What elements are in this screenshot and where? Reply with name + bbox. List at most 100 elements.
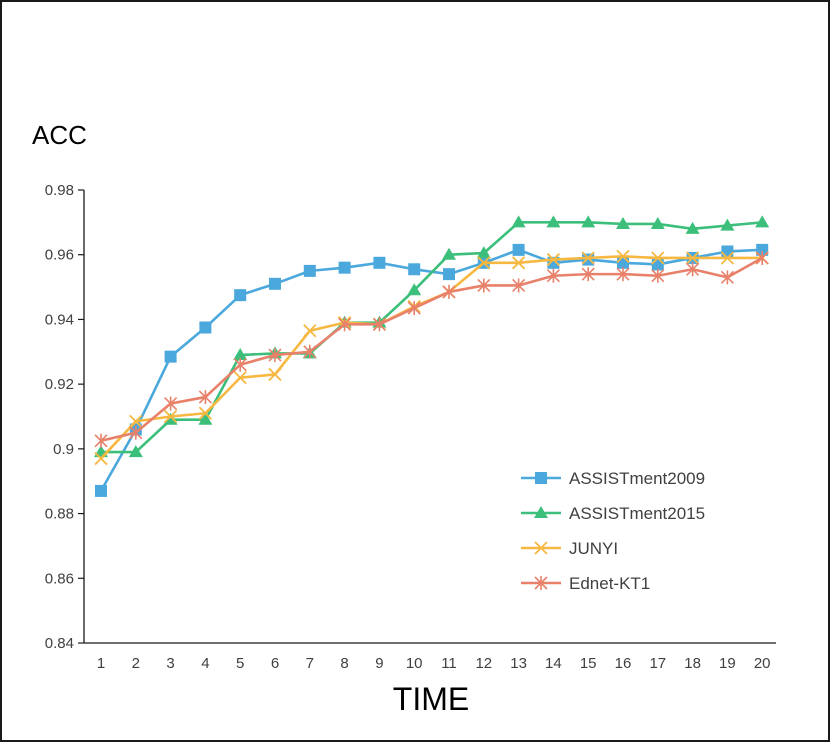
y-tick-label: 0.92 — [45, 376, 74, 393]
data-point-assistment2015 — [581, 215, 596, 228]
data-point-assistment2009 — [269, 277, 281, 290]
data-point-junyi — [581, 251, 595, 265]
data-point-assistment2015 — [128, 445, 143, 458]
data-point-assistment2015 — [476, 246, 491, 259]
data-point-junyi — [616, 249, 630, 263]
data-point-junyi — [94, 451, 108, 466]
legend: ASSISTment2009 ASSISTment2015 JUNYI Ednet-K… — [521, 469, 705, 593]
data-point-ednet-kt1 — [686, 262, 700, 277]
data-point-ednet-kt1 — [720, 270, 734, 285]
data-point-ednet-kt1 — [372, 317, 386, 332]
data-point-assistment2009 — [164, 350, 177, 363]
data-point-assistment2009 — [199, 321, 212, 334]
data-point-assistment2009 — [234, 289, 247, 302]
data-point-assistment2009 — [651, 258, 664, 271]
y-tick-label: 0.98 — [45, 182, 74, 199]
y-tick-label: 0.96 — [45, 247, 74, 264]
axes: 0.840.860.880.90.920.940.960.981 2 3 4 5 6 7 8 9… — [45, 182, 776, 672]
data-point-assistment2015 — [233, 348, 248, 361]
series-line-assistment2009 — [99, 248, 763, 492]
data-point-ednet-kt1 — [268, 348, 282, 363]
legend-marker — [534, 541, 548, 555]
y-tick-label: 0.94 — [45, 311, 74, 328]
series-layer — [94, 215, 770, 497]
legend-label: ASSISTment2015 — [569, 504, 705, 523]
x-tick-label: 16 — [615, 655, 632, 672]
data-point-junyi — [268, 367, 282, 382]
x-tick-label: 19 — [719, 655, 736, 672]
series-assistment2009 — [95, 243, 769, 497]
data-point-assistment2015 — [407, 283, 422, 296]
data-point-assistment2015 — [720, 218, 735, 231]
x-tick-label: 8 — [340, 655, 348, 672]
x-tick-label: 10 — [406, 655, 423, 672]
data-point-assistment2015 — [755, 215, 770, 228]
data-point-assistment2015 — [511, 215, 526, 228]
x-tick-label: 11 — [441, 655, 457, 672]
data-point-ednet-kt1 — [338, 317, 352, 332]
data-point-ednet-kt1 — [616, 267, 630, 282]
legend-marker — [535, 472, 547, 484]
y-axis-label: ACC — [32, 120, 87, 150]
x-tick-label: 2 — [132, 655, 140, 672]
x-tick-label: 12 — [475, 655, 492, 672]
legend-label: JUNYI — [569, 539, 618, 558]
x-tick-label: 7 — [306, 655, 314, 672]
x-tick-label: 4 — [201, 655, 209, 672]
x-tick-label: 14 — [545, 655, 562, 672]
data-point-ednet-kt1 — [546, 268, 560, 283]
data-point-ednet-kt1 — [164, 396, 178, 411]
data-point-ednet-kt1 — [512, 278, 526, 293]
data-point-junyi — [546, 252, 561, 267]
data-point-assistment2015 — [650, 216, 665, 229]
data-point-junyi — [303, 324, 317, 338]
data-point-assistment2015 — [685, 221, 700, 234]
legend-marker — [534, 506, 548, 518]
y-tick-label: 0.84 — [45, 635, 74, 652]
data-point-assistment2009 — [373, 256, 386, 269]
data-point-ednet-kt1 — [581, 267, 595, 282]
data-point-ednet-kt1 — [442, 284, 456, 299]
data-point-assistment2015 — [546, 215, 561, 228]
data-point-ednet-kt1 — [233, 357, 247, 372]
data-point-assistment2009 — [512, 243, 525, 256]
legend-item-ednet-kt1: Ednet-KT1 — [521, 574, 650, 593]
data-point-ednet-kt1 — [755, 250, 769, 265]
data-point-junyi — [163, 409, 178, 424]
x-tick-label: 6 — [271, 655, 279, 672]
data-point-ednet-kt1 — [198, 390, 212, 405]
data-point-assistment2009 — [95, 484, 107, 497]
y-tick-label: 0.9 — [53, 441, 74, 458]
y-tick-label: 0.86 — [45, 570, 74, 587]
data-point-junyi — [511, 256, 526, 270]
data-point-assistment2009 — [582, 253, 595, 266]
data-point-ednet-kt1 — [407, 301, 421, 316]
data-point-junyi — [720, 251, 735, 265]
data-point-ednet-kt1 — [94, 433, 108, 448]
data-point-junyi — [651, 251, 665, 265]
data-point-assistment2009 — [408, 263, 421, 276]
y-tick-label: 0.88 — [45, 506, 74, 523]
data-point-assistment2015 — [616, 216, 630, 229]
legend-item-assistment2015: ASSISTment2015 — [521, 504, 705, 523]
data-point-junyi — [198, 406, 213, 420]
data-point-ednet-kt1 — [651, 268, 665, 283]
data-point-assistment2009 — [443, 268, 455, 281]
legend-label: ASSISTment2009 — [569, 469, 705, 488]
x-tick-label: 13 — [510, 655, 527, 672]
legend-marker — [534, 576, 548, 590]
data-point-assistment2009 — [756, 243, 769, 256]
data-point-ednet-kt1 — [129, 425, 143, 440]
data-point-ednet-kt1 — [477, 278, 491, 293]
series-line-junyi — [100, 255, 763, 460]
data-point-assistment2009 — [617, 256, 629, 269]
series-ednet-kt1 — [94, 250, 769, 448]
data-point-junyi — [233, 371, 247, 385]
data-point-assistment2009 — [303, 264, 316, 277]
x-tick-label: 20 — [754, 655, 771, 672]
data-point-assistment2015 — [442, 247, 456, 260]
data-point-assistment2009 — [721, 245, 734, 258]
legend-item-junyi: JUNYI — [521, 539, 618, 558]
